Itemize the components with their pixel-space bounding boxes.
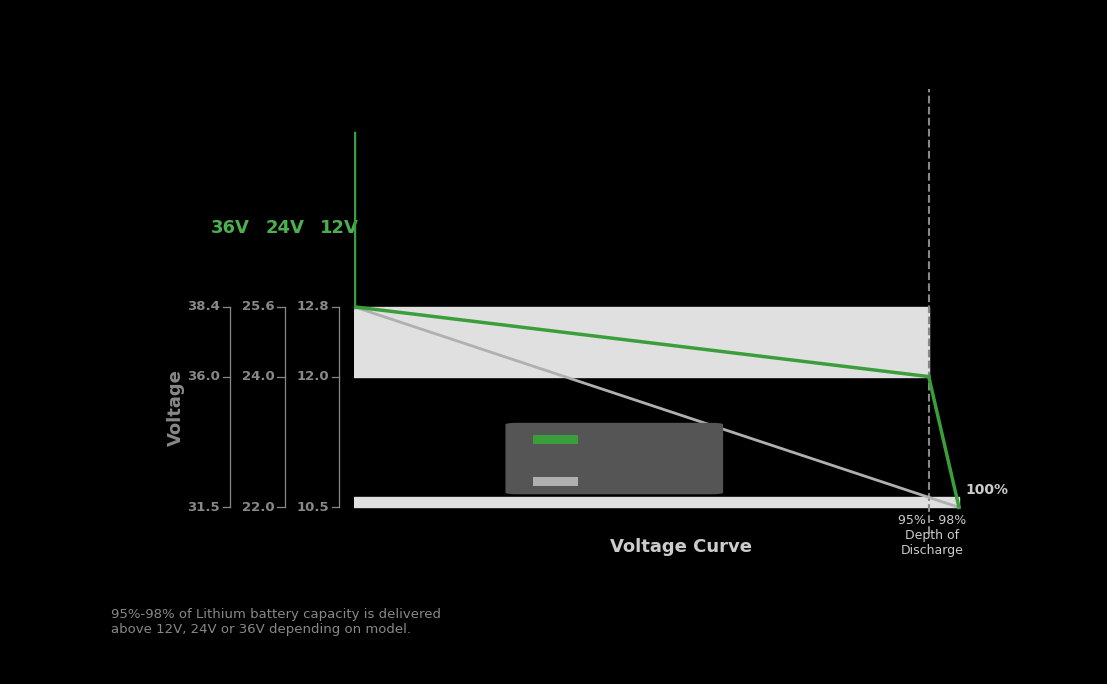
Text: Voltage Curve: Voltage Curve — [610, 538, 752, 556]
Text: 25.6: 25.6 — [241, 300, 275, 313]
Text: 22.0: 22.0 — [241, 501, 275, 514]
Text: 12.8: 12.8 — [297, 300, 329, 313]
FancyBboxPatch shape — [506, 423, 723, 495]
Text: Voltage: Voltage — [167, 369, 185, 445]
Text: 24V: 24V — [266, 219, 304, 237]
FancyBboxPatch shape — [532, 477, 578, 486]
FancyBboxPatch shape — [532, 435, 578, 444]
Text: 12.0: 12.0 — [297, 370, 329, 383]
Text: 24.0: 24.0 — [241, 370, 275, 383]
Text: 36.0: 36.0 — [187, 370, 220, 383]
Text: 36V: 36V — [210, 219, 250, 237]
Text: 12V: 12V — [320, 219, 359, 237]
Text: 100%: 100% — [965, 483, 1008, 497]
Text: 38.4: 38.4 — [187, 300, 220, 313]
Text: 95% - 98%
Depth of
Discharge: 95% - 98% Depth of Discharge — [898, 514, 966, 557]
Text: 10.5: 10.5 — [297, 501, 329, 514]
Text: 95%-98% of Lithium battery capacity is delivered
above 12V, 24V or 36V depending: 95%-98% of Lithium battery capacity is d… — [111, 608, 441, 636]
Text: 31.5: 31.5 — [187, 501, 220, 514]
